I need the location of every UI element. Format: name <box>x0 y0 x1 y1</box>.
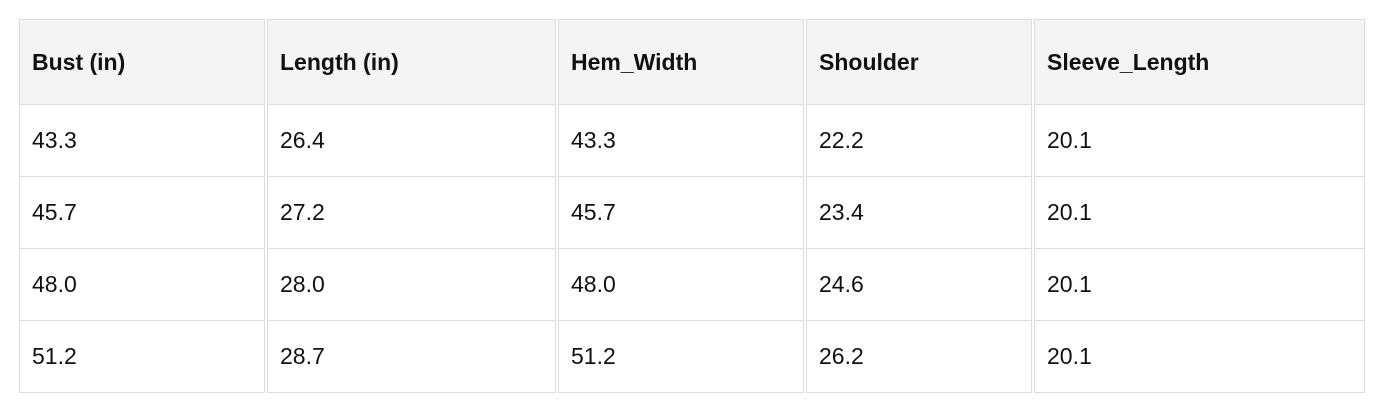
header-row: Bust (in) Length (in) Hem_Width Shoulder… <box>19 19 1365 105</box>
header-shoulder: Shoulder <box>806 19 1032 105</box>
table-cell: 28.0 <box>267 249 556 321</box>
header-hem-width: Hem_Width <box>558 19 804 105</box>
table-cell: 23.4 <box>806 177 1032 249</box>
table-row: 51.2 28.7 51.2 26.2 20.1 <box>19 321 1365 393</box>
table-cell: 20.1 <box>1034 249 1365 321</box>
table-row: 45.7 27.2 45.7 23.4 20.1 <box>19 177 1365 249</box>
table-cell: 28.7 <box>267 321 556 393</box>
header-length: Length (in) <box>267 19 556 105</box>
header-bust: Bust (in) <box>19 19 265 105</box>
table-cell: 27.2 <box>267 177 556 249</box>
table-cell: 45.7 <box>558 177 804 249</box>
table-cell: 20.1 <box>1034 321 1365 393</box>
table-cell: 51.2 <box>19 321 265 393</box>
table-cell: 48.0 <box>19 249 265 321</box>
table-cell: 24.6 <box>806 249 1032 321</box>
table-cell: 26.2 <box>806 321 1032 393</box>
table-cell: 45.7 <box>19 177 265 249</box>
table-cell: 43.3 <box>558 105 804 177</box>
table-cell: 51.2 <box>558 321 804 393</box>
header-sleeve-length: Sleeve_Length <box>1034 19 1365 105</box>
table-cell: 43.3 <box>19 105 265 177</box>
table-cell: 20.1 <box>1034 177 1365 249</box>
table-cell: 48.0 <box>558 249 804 321</box>
table-row: 43.3 26.4 43.3 22.2 20.1 <box>19 105 1365 177</box>
table-cell: 20.1 <box>1034 105 1365 177</box>
table-row: 48.0 28.0 48.0 24.6 20.1 <box>19 249 1365 321</box>
table-cell: 26.4 <box>267 105 556 177</box>
size-table: Bust (in) Length (in) Hem_Width Shoulder… <box>17 19 1367 393</box>
table-cell: 22.2 <box>806 105 1032 177</box>
